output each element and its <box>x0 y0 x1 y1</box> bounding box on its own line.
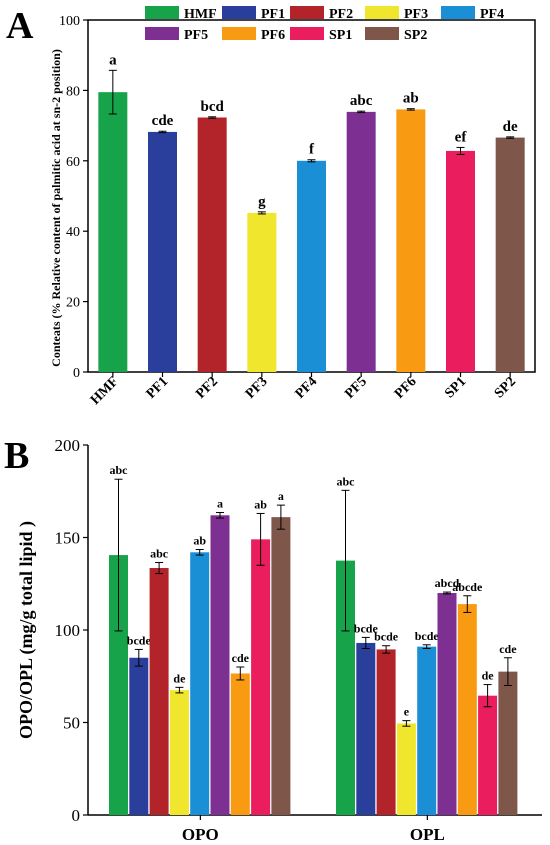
x-tick-label: HMF <box>88 374 122 408</box>
significance-label: de <box>503 119 518 135</box>
bar-pf2 <box>198 118 227 372</box>
bar-pf6-opo <box>231 673 250 815</box>
x-tick-label: PF4 <box>293 374 321 402</box>
bar-pf2-opl <box>377 649 396 815</box>
bar-pf4-opl <box>417 647 436 815</box>
significance-label: ab <box>193 534 206 548</box>
panel-label-a: A <box>6 5 34 47</box>
chart-a: 0 20 40 60 80 100 Conteats (% Relative content… <box>49 6 535 408</box>
bar-pf3-opl <box>397 723 416 815</box>
y-tick-label: 200 <box>55 436 81 455</box>
y-tick-label: 50 <box>63 714 80 733</box>
bar-pf4-opo <box>190 552 209 815</box>
y-axis-label: OPO/OPL (mg/g total lipid ) <box>16 521 37 739</box>
significance-label: cde <box>232 651 250 665</box>
significance-label: e <box>404 705 410 719</box>
legend-swatch <box>222 6 256 19</box>
significance-label: abc <box>350 93 373 109</box>
legend-swatch <box>145 27 179 40</box>
bar-pf3-opo <box>170 690 189 815</box>
bar-pf1-opl <box>356 643 375 815</box>
bar-pf1-opo <box>129 658 148 815</box>
legend-label: PF4 <box>480 7 504 22</box>
significance-label: ef <box>455 129 468 145</box>
bar-sp1 <box>446 151 475 372</box>
legend-swatch <box>222 27 256 40</box>
bar-pf6 <box>396 109 425 372</box>
x-tick-label: PF6 <box>392 374 420 402</box>
significance-label: de <box>482 669 495 683</box>
y-tick-label: 100 <box>59 14 80 29</box>
significance-label: abc <box>150 546 169 560</box>
legend-swatch <box>365 27 399 40</box>
significance-label: bcde <box>415 629 440 643</box>
legend-label: PF2 <box>329 7 353 22</box>
significance-label: ab <box>254 497 267 511</box>
y-tick-label: 0 <box>73 366 80 381</box>
significance-label: abcde <box>452 580 483 594</box>
significance-label: a <box>109 52 117 68</box>
y-tick-label: 40 <box>66 225 80 240</box>
chart-b: 0 50 100 150 200 OPO/OPL (mg/g total lipid ) a… <box>16 436 542 844</box>
significance-label: bcde <box>127 633 152 647</box>
bar-pf2-opo <box>150 568 169 815</box>
bar-pf5 <box>347 112 376 372</box>
panel-label-b: B <box>4 435 29 477</box>
legend-label: PF1 <box>261 7 285 22</box>
y-tick-label: 100 <box>55 621 81 640</box>
legend-swatch <box>145 6 179 19</box>
legend-swatch <box>290 6 324 19</box>
significance-label: bcd <box>200 99 224 115</box>
legend-label: SP1 <box>329 28 352 43</box>
x-tick-label: OPO <box>182 825 219 844</box>
bar-hmf <box>98 92 127 372</box>
legend-label: HMF <box>184 7 217 22</box>
y-axis-label: Conteats (% Relative content of palmitic… <box>49 49 63 367</box>
significance-label: bcde <box>374 630 399 644</box>
bar-sp2 <box>496 138 525 372</box>
x-tick-label: PF2 <box>193 374 221 402</box>
y-tick-label: 20 <box>66 296 80 311</box>
legend-label: PF5 <box>184 28 208 43</box>
bar-pf1 <box>148 132 177 372</box>
significance-label: a <box>217 497 223 511</box>
bar-pf6-opl <box>458 604 477 815</box>
legend-swatch <box>290 27 324 40</box>
significance-label: de <box>173 671 186 685</box>
bar-sp2-opo <box>271 517 290 815</box>
y-tick-label: 0 <box>72 806 81 825</box>
significance-label: cde <box>152 113 174 129</box>
bar-pf5-opo <box>211 515 230 815</box>
bar-sp1-opo <box>251 539 270 815</box>
significance-label: a <box>278 489 284 503</box>
y-tick-label: 80 <box>66 84 80 99</box>
y-tick-label: 150 <box>55 529 81 548</box>
x-tick-label: PF1 <box>144 374 172 402</box>
x-tick-label: SP1 <box>442 374 469 401</box>
x-tick-label: SP2 <box>492 374 519 401</box>
legend-swatch <box>365 6 399 19</box>
x-tick-label: PF5 <box>342 374 370 402</box>
significance-label: cde <box>499 642 517 656</box>
significance-label: ab <box>403 91 419 107</box>
significance-label: abc <box>337 474 356 488</box>
significance-label: f <box>309 142 315 158</box>
x-tick-label: PF3 <box>243 374 271 402</box>
bar-pf4 <box>297 161 326 372</box>
legend-label: PF3 <box>404 7 428 22</box>
legend-label: PF6 <box>261 28 285 43</box>
significance-label: abc <box>110 463 129 477</box>
bar-pf3 <box>247 213 276 372</box>
legend-label: SP2 <box>404 28 427 43</box>
significance-label: g <box>258 194 266 210</box>
bar-sp2-opl <box>498 672 517 815</box>
legend-swatch <box>441 6 475 19</box>
x-tick-label: OPL <box>410 825 445 844</box>
bar-pf5-opl <box>438 593 457 815</box>
y-tick-label: 60 <box>66 155 80 170</box>
bar-sp1-opl <box>478 696 497 815</box>
